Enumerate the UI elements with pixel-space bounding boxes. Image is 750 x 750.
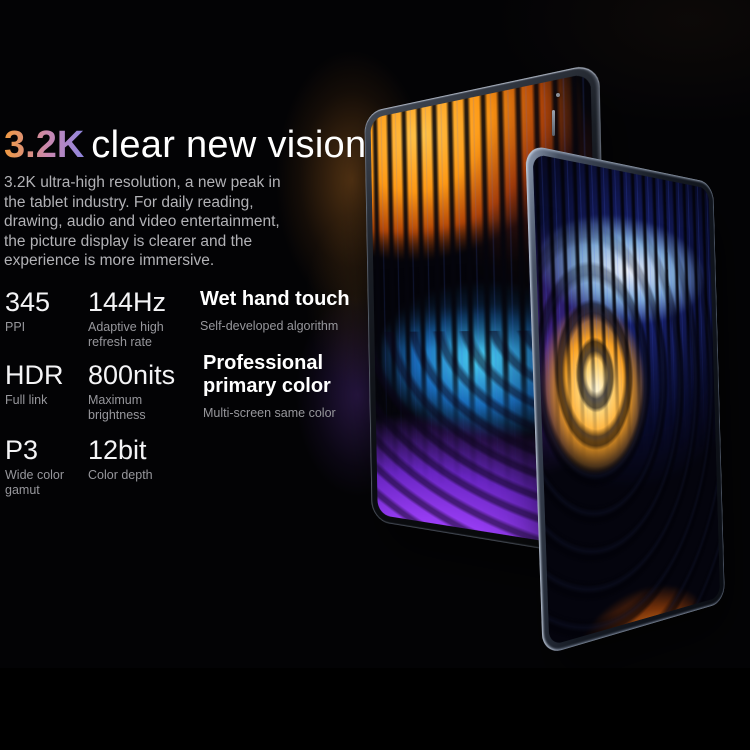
spec-color-depth: 12bit Color depth <box>88 436 153 483</box>
spec-value: 144Hz <box>88 288 166 318</box>
spec-label: Self-developed algorithm <box>200 319 350 334</box>
copy-block: 3.2K clear new vision 3.2K ultra-high re… <box>0 0 750 750</box>
spec-primary-color: Professional primary color Multi-screen … <box>203 352 336 421</box>
spec-brightness: 800nits Maximum brightness <box>88 361 175 423</box>
spec-value: P3 <box>5 436 64 466</box>
spec-label: Color depth <box>88 468 153 483</box>
spec-value: 345 <box>5 288 50 318</box>
spec-label: Full link <box>5 393 64 408</box>
spec-value: Wet hand touch <box>200 288 350 311</box>
spec-ppi: 345 PPI <box>5 288 50 335</box>
spec-label: PPI <box>5 320 50 335</box>
headline-text: clear new vision <box>91 124 366 168</box>
headline-highlight: 3.2K <box>4 124 84 168</box>
spec-value: Professional primary color <box>203 352 336 398</box>
spec-label: Adaptive high refresh rate <box>88 320 166 350</box>
spec-label: Maximum brightness <box>88 393 175 423</box>
spec-value: 800nits <box>88 361 175 391</box>
spec-value: 12bit <box>88 436 153 466</box>
spec-refresh-rate: 144Hz Adaptive high refresh rate <box>88 288 166 350</box>
spec-wet-hand-touch: Wet hand touch Self-developed algorithm <box>200 288 350 334</box>
spec-label: Multi-screen same color <box>203 406 336 421</box>
headline: 3.2K clear new vision <box>4 124 366 168</box>
intro-paragraph: 3.2K ultra-high resolution, a new peak i… <box>4 173 334 271</box>
spec-value: HDR <box>5 361 64 391</box>
spec-color-gamut: P3 Wide color gamut <box>5 436 64 498</box>
spec-hdr: HDR Full link <box>5 361 64 408</box>
promo-banner: 3.2K clear new vision 3.2K ultra-high re… <box>0 0 750 750</box>
spec-label: Wide color gamut <box>5 468 64 498</box>
